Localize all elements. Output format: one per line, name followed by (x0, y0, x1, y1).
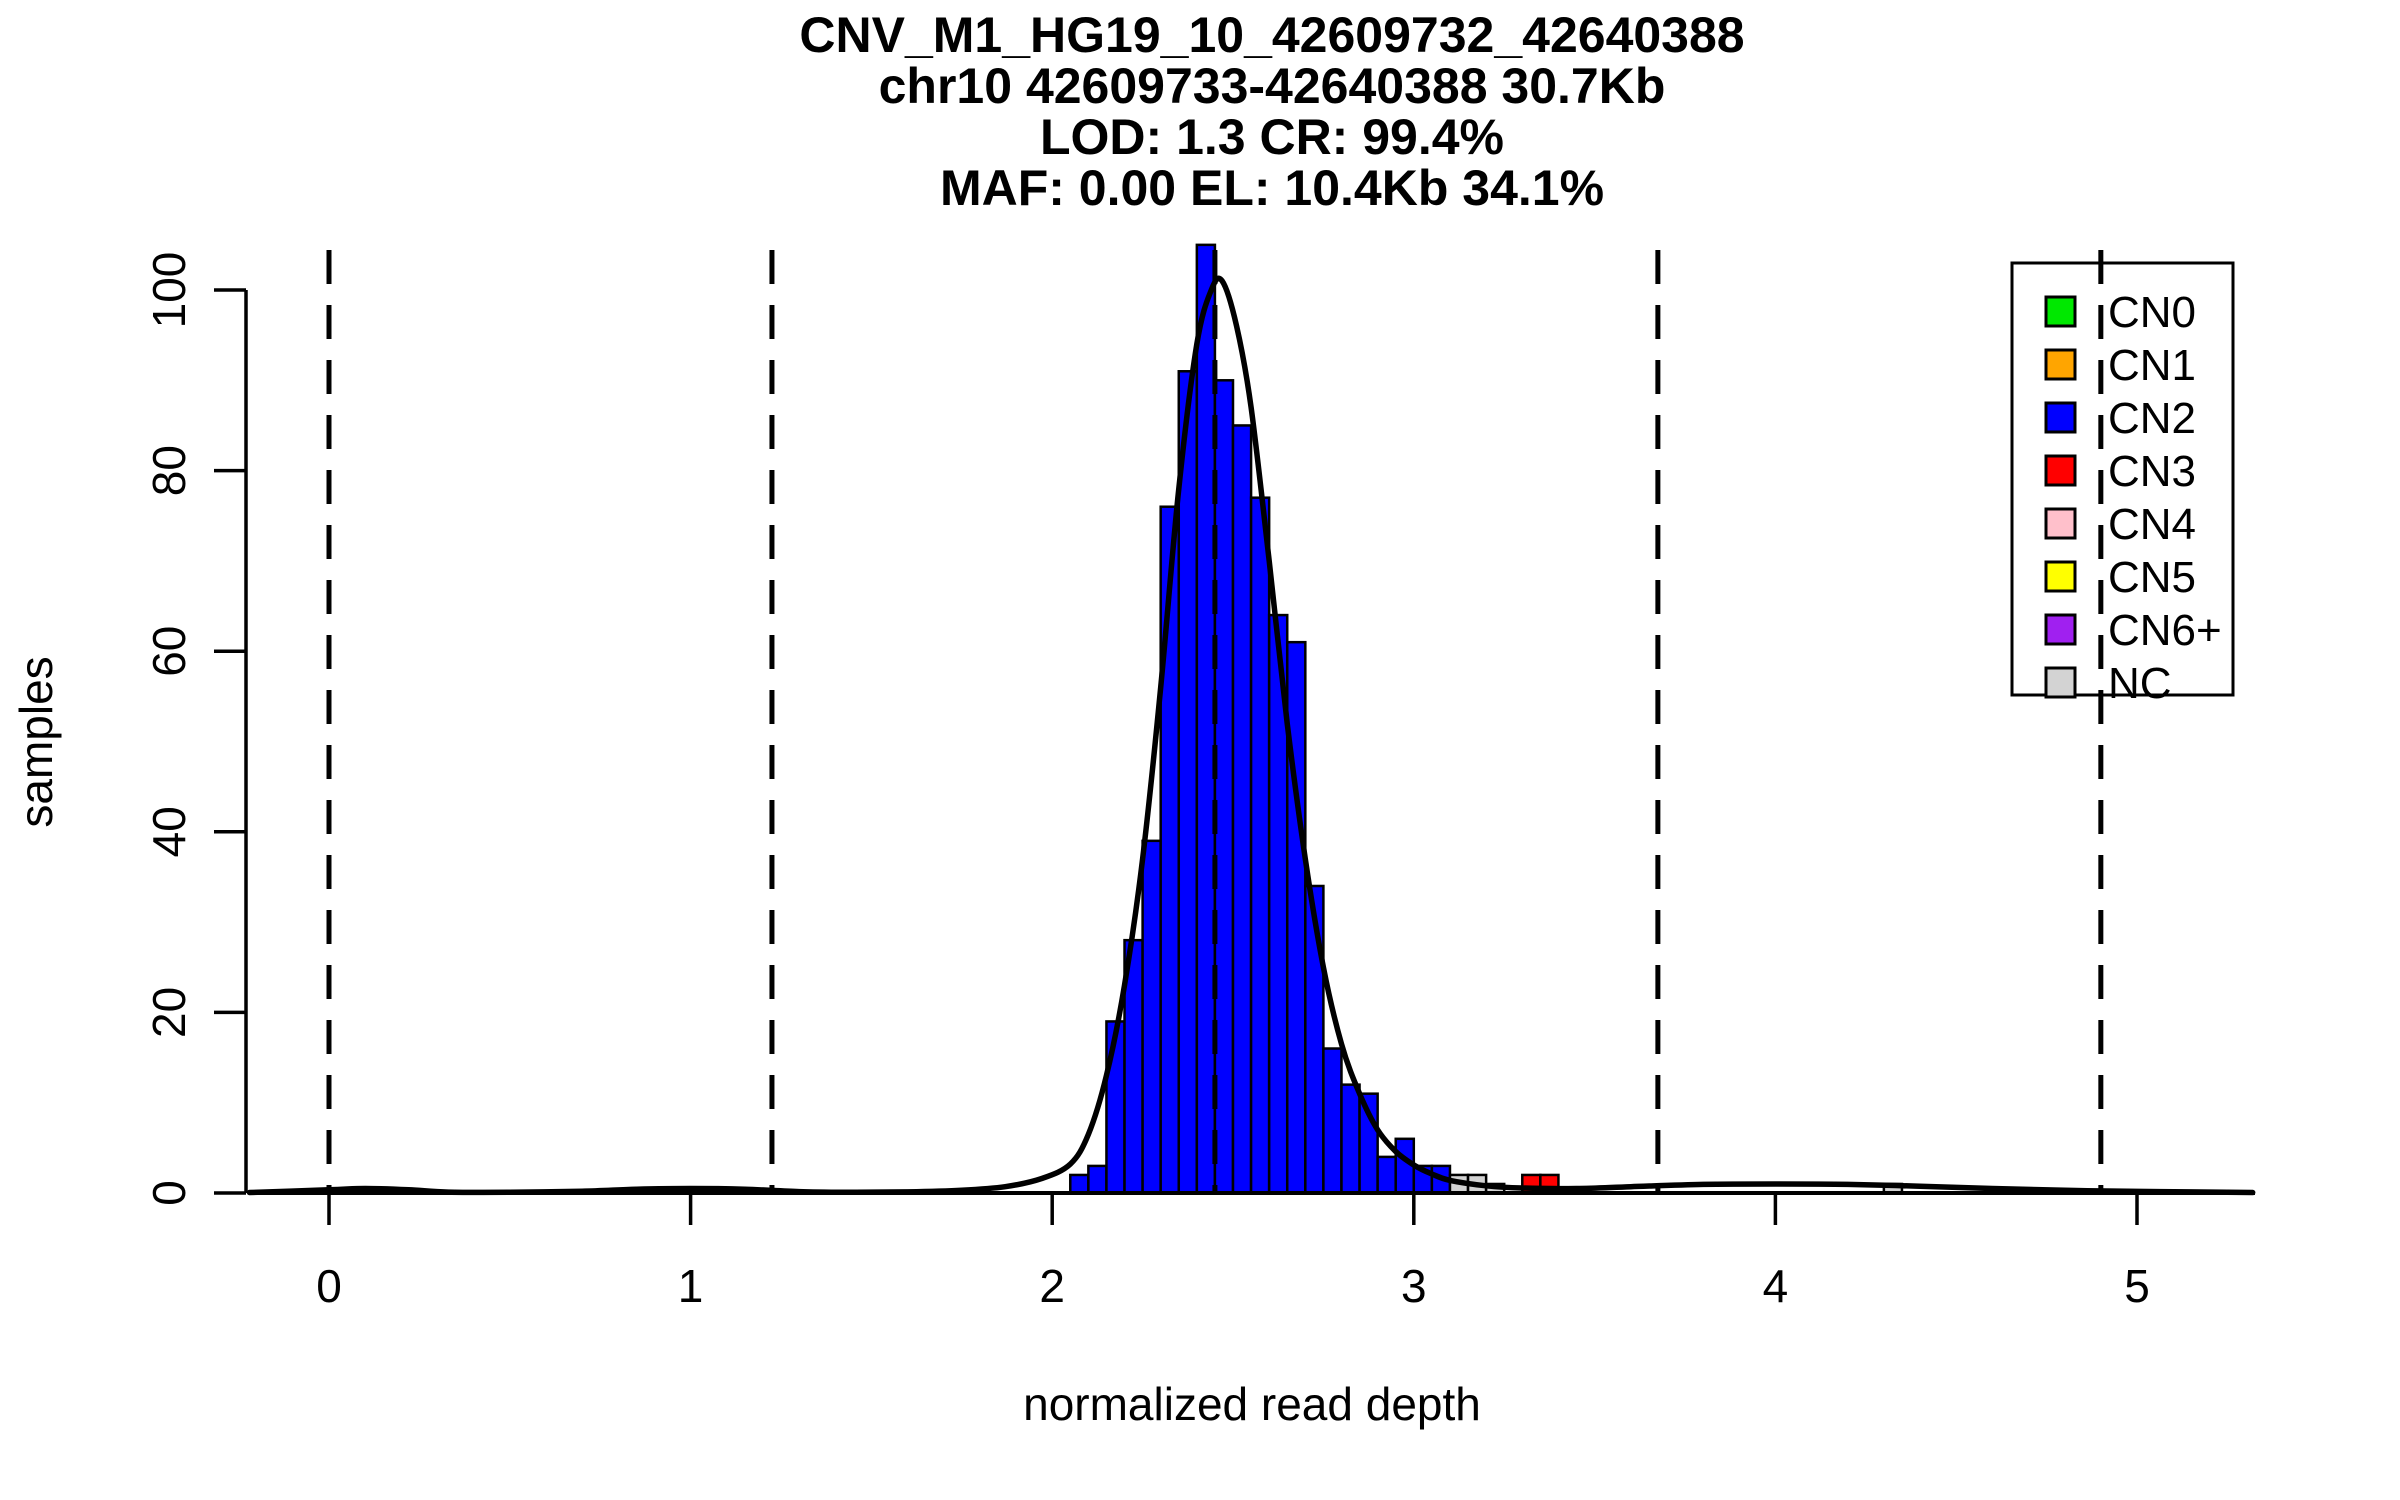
y-tick-label-80: 80 (143, 445, 195, 496)
y-tick-label-100: 100 (143, 252, 195, 329)
legend-swatch-cn1 (2044, 348, 2077, 381)
y-tick-label-40: 40 (143, 806, 195, 857)
histogram-bar-cn2-x2.75 (1322, 1047, 1343, 1195)
legend-label-cn1: CN1 (2108, 341, 2196, 390)
legend-label-cn5: CN5 (2108, 553, 2196, 602)
legend-item-nc: NC (2044, 659, 2172, 708)
x-tick-label-5: 5 (2124, 1260, 2150, 1312)
y-tick-label-60: 60 (143, 626, 195, 677)
legend-item-cn6+: CN6+ (2044, 606, 2222, 655)
x-tick-label-2: 2 (1039, 1260, 1065, 1312)
legend-swatch-nc (2044, 666, 2077, 699)
legend-swatch-cn0 (2044, 295, 2077, 328)
legend-label-cn3: CN3 (2108, 447, 2196, 496)
chart-title-line-1: CNV_M1_HG19_10_42609732_42640388 (799, 7, 1744, 63)
legend-item-cn2: CN2 (2044, 394, 2196, 443)
x-tick-label-1: 1 (678, 1260, 704, 1312)
legend-label-cn2: CN2 (2108, 394, 2196, 443)
x-axis-label: normalized read depth (1023, 1378, 1481, 1430)
histogram-bar-cn2-x2.25 (1141, 839, 1162, 1195)
legend-item-cn5: CN5 (2044, 553, 2196, 602)
legend-swatch-cn2 (2044, 401, 2077, 434)
bars-layer (1069, 243, 1904, 1195)
legend-item-cn3: CN3 (2044, 447, 2196, 496)
legend-label-cn4: CN4 (2108, 500, 2196, 549)
histogram-bar-cn2-x2.05 (1069, 1173, 1090, 1195)
legend-item-cn4: CN4 (2044, 500, 2196, 549)
chart-title-line-2: chr10 42609733-42640388 30.7Kb (879, 58, 1666, 114)
legend-swatch-cn3 (2044, 454, 2077, 487)
legend-swatch-cn4 (2044, 507, 2077, 540)
x-tick-label-3: 3 (1401, 1260, 1427, 1312)
y-tick-label-0: 0 (143, 1180, 195, 1206)
x-tick-label-4: 4 (1763, 1260, 1789, 1312)
dashed-lines-layer (326, 250, 2104, 1193)
chart-title-line-4: MAF: 0.00 EL: 10.4Kb 34.1% (940, 160, 1604, 216)
axes-layer: 0 1 2 3 4 5 0 20 40 60 80 100 (143, 252, 2255, 1312)
y-axis-label: samples (10, 656, 62, 827)
legend-label-cn6+: CN6+ (2108, 606, 2222, 655)
legend-box (2010, 261, 2235, 697)
legend-swatch-cn6+ (2044, 613, 2077, 646)
histogram-bar-cn2-x2.4 (1195, 243, 1217, 1195)
histogram-bar-cn2-x2.35 (1177, 370, 1199, 1195)
chart-title-line-3: LOD: 1.3 CR: 99.4% (1040, 109, 1504, 165)
histogram-bar-cn2-x2.55 (1249, 496, 1271, 1195)
x-tick-label-0: 0 (316, 1260, 342, 1312)
legend-label-cn0: CN0 (2108, 288, 2196, 337)
histogram-bar-cn2-x2.5 (1231, 424, 1253, 1195)
legend-swatch-cn5 (2044, 560, 2077, 593)
histogram-bar-cn2-x2.8 (1340, 1083, 1361, 1195)
histogram-bar-cn2-x2.1 (1087, 1164, 1108, 1195)
y-tick-label-20: 20 (143, 987, 195, 1038)
legend-item-cn0: CN0 (2044, 288, 2196, 337)
density-curve (246, 275, 2256, 1196)
legend-item-cn1: CN1 (2044, 341, 2196, 390)
histogram-bar-cn2-x2.9 (1376, 1155, 1397, 1195)
histogram-bar-cn2-x2.45 (1213, 379, 1235, 1195)
legend-label-nc: NC (2108, 659, 2172, 708)
